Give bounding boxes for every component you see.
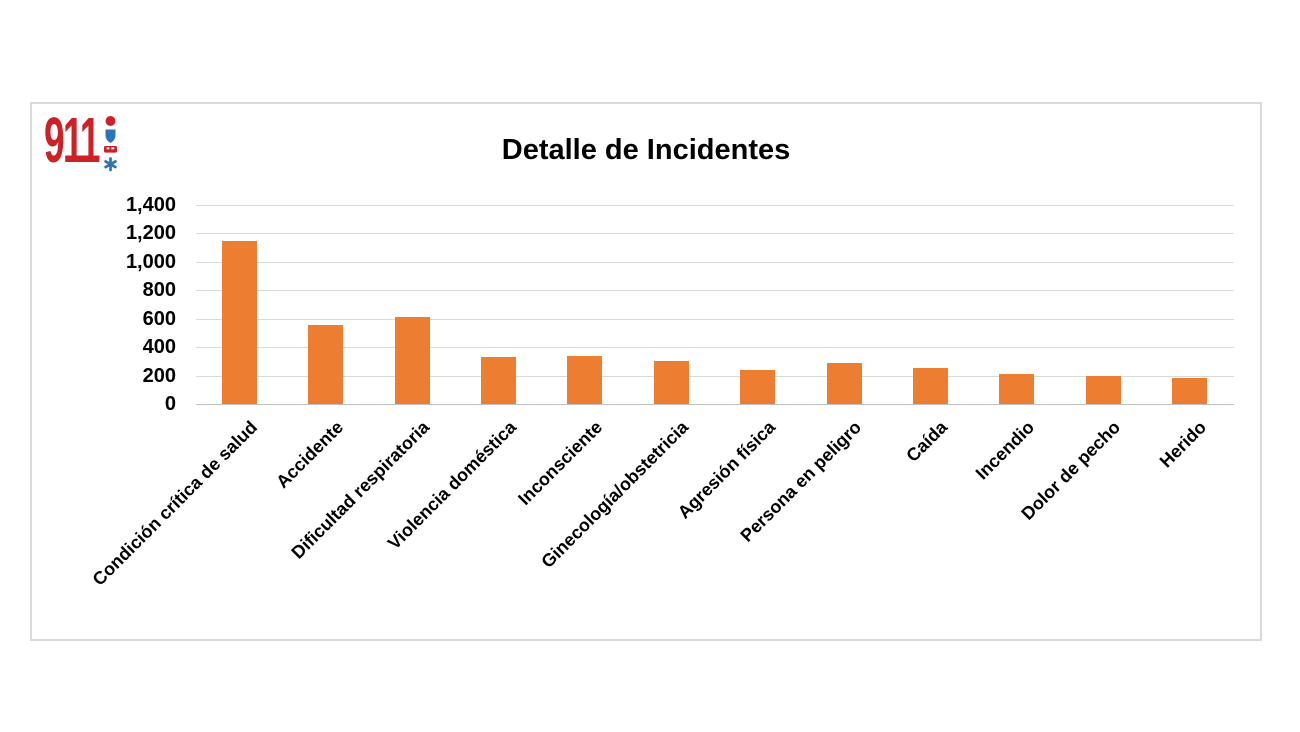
chart-card: 911 Detalle de Incidentes 0 200 400 600 800 1… (30, 102, 1262, 641)
bar-4 (567, 356, 603, 404)
y-axis-tick-label: 600 (142, 307, 176, 330)
bar-10 (1085, 375, 1121, 404)
bar-chart-plot: 0 200 400 600 800 1,000 1,200 1,400 Condición cr… (32, 104, 1260, 639)
y-axis-tick-label: 800 (142, 279, 176, 302)
gridline (196, 233, 1234, 235)
y-axis-tick-label: 1,200 (125, 222, 176, 245)
bar-1 (308, 325, 344, 404)
gridline (196, 375, 1234, 377)
gridline (196, 347, 1234, 349)
bar-5 (653, 360, 689, 404)
star-of-life-icon (104, 157, 117, 172)
y-axis-tick-label: 200 (142, 364, 176, 387)
y-axis-tick-label: 0 (164, 393, 176, 415)
x-axis-line (196, 404, 1234, 405)
logo-badge-icons (104, 116, 118, 172)
gridline (196, 261, 1234, 263)
bar-3 (481, 357, 517, 404)
gridline (196, 205, 1234, 206)
bar-0 (222, 240, 257, 404)
y-axis-tick-label: 400 (142, 336, 176, 359)
bar-8 (912, 368, 948, 404)
bar-9 (999, 373, 1035, 404)
dot-icon (105, 116, 116, 126)
gridline (196, 290, 1234, 292)
logo-911-text: 911 (44, 104, 100, 176)
bar-2 (394, 317, 430, 404)
shield-icon (105, 129, 116, 143)
chart-title: Detalle de Incidentes (501, 134, 791, 166)
y-axis-tick-label: 1,400 (125, 194, 176, 216)
vehicle-icon (104, 146, 118, 153)
gridline (196, 318, 1234, 320)
bar-11 (1171, 377, 1207, 404)
bar-6 (740, 369, 776, 404)
y-axis-tick-label: 1,000 (125, 250, 176, 273)
bar-7 (826, 363, 862, 404)
logo-911: 911 (44, 104, 119, 176)
